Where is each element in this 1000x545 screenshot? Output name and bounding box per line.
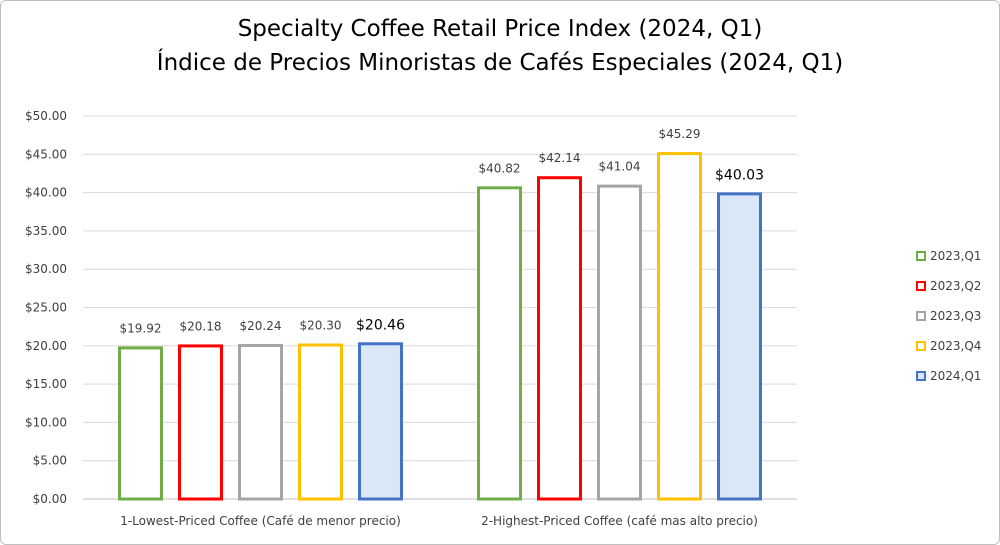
data-label: $20.46 [356,317,405,333]
legend-swatch [916,281,926,291]
bar [477,186,522,501]
legend-swatch [916,371,926,381]
legend-label: 2023,Q1 [930,249,981,263]
legend-label: 2024,Q1 [930,369,981,383]
y-tick-label: $10.00 [25,415,67,429]
bar [717,192,762,501]
data-label: $45.29 [659,127,701,141]
legend-label: 2023,Q2 [930,279,981,293]
bar [537,176,582,501]
y-tick-label: $40.00 [25,186,67,200]
chart-subtitle: Índice de Precios Minoristas de Cafés Es… [156,50,844,76]
bar [657,152,702,501]
y-tick-label: $35.00 [25,224,67,238]
bar [238,343,283,501]
bar [298,343,343,501]
y-tick-label: $45.00 [25,147,67,161]
y-tick-label: $25.00 [25,301,67,315]
bar [178,344,223,501]
y-tick-label: $30.00 [25,262,67,276]
y-tick-label: $50.00 [25,109,67,123]
bar [118,346,163,501]
bar [597,184,642,501]
legend-label: 2023,Q4 [930,339,981,353]
data-label: $20.30 [300,319,342,333]
legend-label: 2023,Q3 [930,309,981,323]
data-label: $40.03 [715,167,764,183]
y-tick-label: $15.00 [25,377,67,391]
data-label: $40.82 [479,161,521,175]
data-label: $19.92 [120,321,162,335]
data-label: $42.14 [539,151,581,165]
y-tick-label: $20.00 [25,339,67,353]
legend-swatch [916,341,926,351]
y-tick-label: $5.00 [33,454,67,468]
y-tick-label: $0.00 [33,492,67,506]
legend-swatch [916,251,926,261]
x-category-label: 2-Highest-Priced Coffee (café mas alto p… [481,514,758,528]
x-category-label: 1-Lowest-Priced Coffee (Café de menor pr… [120,514,401,528]
data-label: $20.18 [180,319,222,333]
legend-swatch [916,311,926,321]
bar [358,342,403,501]
data-label: $41.04 [599,160,641,174]
data-label: $20.24 [240,319,282,333]
chart-title: Specialty Coffee Retail Price Index (202… [237,16,763,42]
